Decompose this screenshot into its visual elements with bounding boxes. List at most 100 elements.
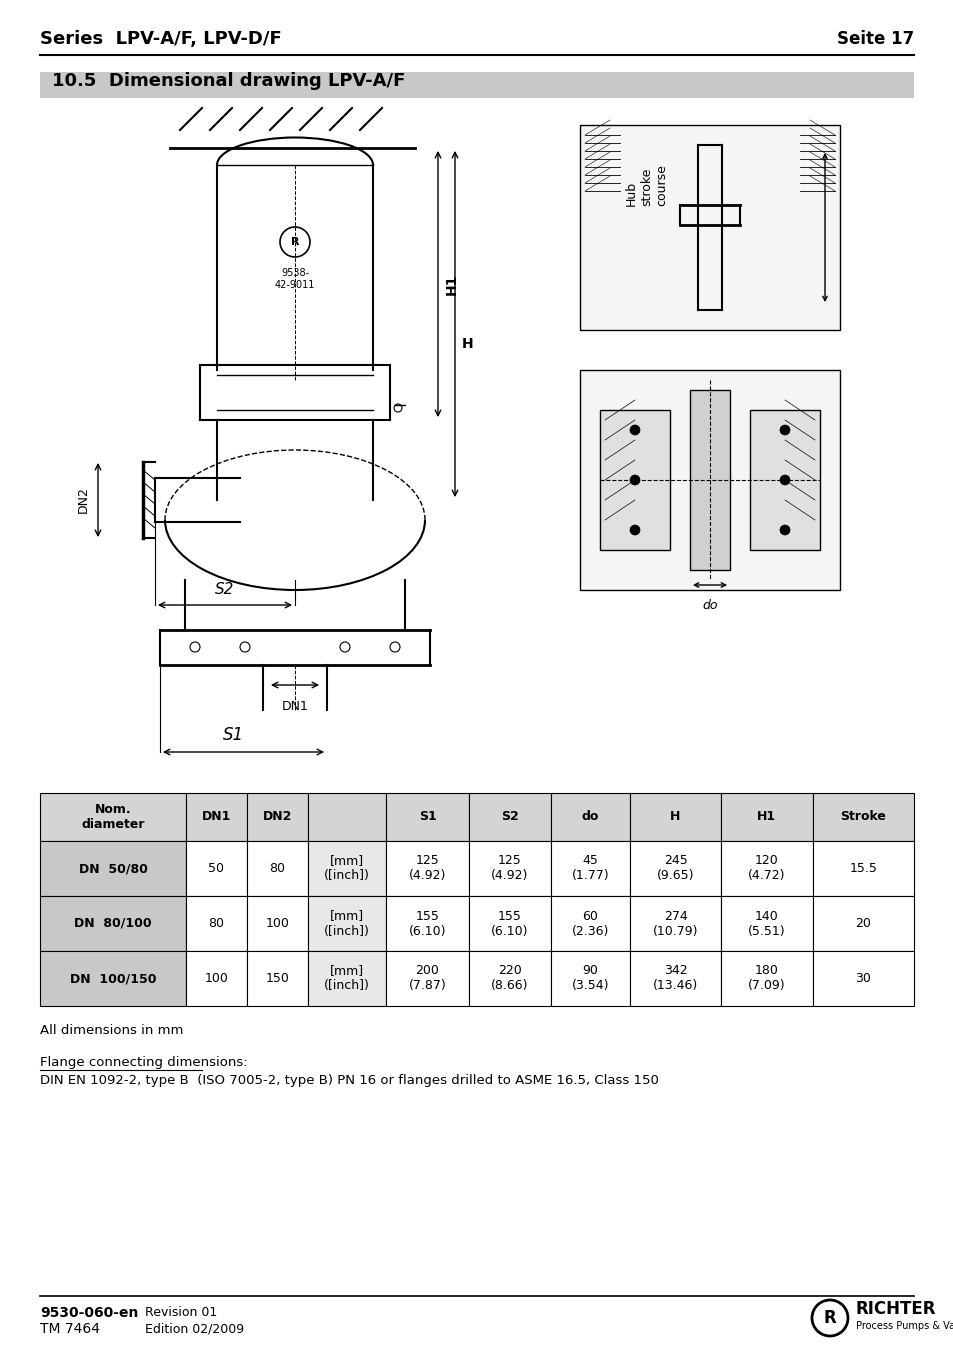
Bar: [468, 842, 551, 896]
Bar: [186, 842, 247, 896]
Text: DN  100/150: DN 100/150: [70, 971, 156, 985]
Text: H: H: [670, 811, 680, 824]
Text: S2: S2: [215, 582, 234, 597]
Bar: [629, 793, 720, 842]
Text: 342
(13.46): 342 (13.46): [652, 965, 698, 993]
Text: do: do: [701, 598, 717, 612]
Bar: [40, 951, 186, 1006]
Bar: [551, 793, 629, 842]
Bar: [307, 793, 386, 842]
Text: 200
(7.87): 200 (7.87): [408, 965, 446, 993]
Text: [mm]
([inch]): [mm] ([inch]): [324, 854, 370, 882]
Text: R: R: [291, 236, 299, 247]
Text: RICHTER: RICHTER: [855, 1300, 936, 1319]
Text: S1: S1: [222, 725, 243, 744]
Bar: [307, 951, 386, 1006]
Text: 245
(9.65): 245 (9.65): [656, 854, 694, 882]
Bar: [247, 951, 307, 1006]
Circle shape: [780, 476, 789, 485]
Text: 125
(4.92): 125 (4.92): [491, 854, 528, 882]
Bar: [579, 126, 840, 330]
Bar: [386, 793, 468, 842]
Text: 9538-
42-9011: 9538- 42-9011: [274, 267, 314, 289]
Text: H1: H1: [757, 811, 776, 824]
Bar: [629, 896, 720, 951]
Text: [mm]
([inch]): [mm] ([inch]): [324, 965, 370, 993]
Text: 20: 20: [855, 917, 870, 929]
Text: 180
(7.09): 180 (7.09): [747, 965, 785, 993]
Text: 60
(2.36): 60 (2.36): [571, 909, 609, 938]
Bar: [551, 951, 629, 1006]
Text: Flange connecting dimensions:: Flange connecting dimensions:: [40, 1056, 248, 1069]
Bar: [386, 896, 468, 951]
Bar: [689, 390, 729, 570]
Bar: [812, 951, 913, 1006]
Bar: [468, 896, 551, 951]
Bar: [599, 409, 669, 550]
Text: Revision 01: Revision 01: [145, 1306, 217, 1319]
Bar: [812, 793, 913, 842]
Bar: [247, 896, 307, 951]
Bar: [40, 793, 186, 842]
Bar: [468, 951, 551, 1006]
Bar: [629, 951, 720, 1006]
Bar: [247, 793, 307, 842]
Text: 155
(6.10): 155 (6.10): [491, 909, 528, 938]
Text: 30: 30: [855, 971, 870, 985]
Bar: [812, 896, 913, 951]
Text: H1: H1: [444, 273, 458, 295]
Circle shape: [629, 476, 639, 485]
Bar: [307, 896, 386, 951]
Text: 80: 80: [269, 862, 285, 875]
Text: DIN EN 1092-2, type B  (ISO 7005-2, type B) PN 16 or flanges drilled to ASME 16.: DIN EN 1092-2, type B (ISO 7005-2, type …: [40, 1074, 659, 1088]
Bar: [629, 842, 720, 896]
Circle shape: [780, 526, 789, 535]
Text: Series  LPV-A/F, LPV-D/F: Series LPV-A/F, LPV-D/F: [40, 30, 281, 49]
Text: H: H: [461, 336, 473, 351]
Text: 125
(4.92): 125 (4.92): [409, 854, 446, 882]
Bar: [40, 72, 913, 99]
Bar: [186, 896, 247, 951]
Text: Stroke: Stroke: [840, 811, 885, 824]
Text: 120
(4.72): 120 (4.72): [747, 854, 784, 882]
Bar: [186, 951, 247, 1006]
Bar: [247, 842, 307, 896]
Bar: [720, 793, 812, 842]
Text: 90
(3.54): 90 (3.54): [571, 965, 609, 993]
Text: [mm]
([inch]): [mm] ([inch]): [324, 909, 370, 938]
Text: DN2: DN2: [77, 486, 90, 513]
Bar: [386, 951, 468, 1006]
Text: 50: 50: [208, 862, 224, 875]
Bar: [720, 896, 812, 951]
Bar: [40, 842, 186, 896]
Circle shape: [629, 526, 639, 535]
Bar: [551, 896, 629, 951]
Text: Process Pumps & Valves: Process Pumps & Valves: [855, 1321, 953, 1331]
Text: Hub
stroke
course: Hub stroke course: [624, 163, 667, 205]
Text: TM 7464: TM 7464: [40, 1323, 100, 1336]
Circle shape: [780, 426, 789, 435]
Text: 100: 100: [265, 917, 289, 929]
Text: DN  50/80: DN 50/80: [78, 862, 147, 875]
Text: 274
(10.79): 274 (10.79): [652, 909, 698, 938]
Text: 100: 100: [204, 971, 228, 985]
Text: 45
(1.77): 45 (1.77): [571, 854, 609, 882]
Text: 15.5: 15.5: [848, 862, 876, 875]
Bar: [812, 842, 913, 896]
Text: Nom.
diameter: Nom. diameter: [81, 802, 145, 831]
Bar: [749, 409, 820, 550]
Text: DN1: DN1: [281, 700, 308, 713]
Text: DN1: DN1: [201, 811, 231, 824]
Text: 140
(5.51): 140 (5.51): [747, 909, 785, 938]
Text: 9530-060-en: 9530-060-en: [40, 1306, 138, 1320]
Text: All dimensions in mm: All dimensions in mm: [40, 1024, 183, 1038]
Bar: [468, 793, 551, 842]
Bar: [186, 793, 247, 842]
Text: 220
(8.66): 220 (8.66): [491, 965, 528, 993]
Bar: [551, 842, 629, 896]
Text: R: R: [822, 1309, 836, 1327]
Text: 150: 150: [265, 971, 289, 985]
Bar: [307, 842, 386, 896]
Text: DN2: DN2: [262, 811, 292, 824]
Text: S1: S1: [418, 811, 436, 824]
